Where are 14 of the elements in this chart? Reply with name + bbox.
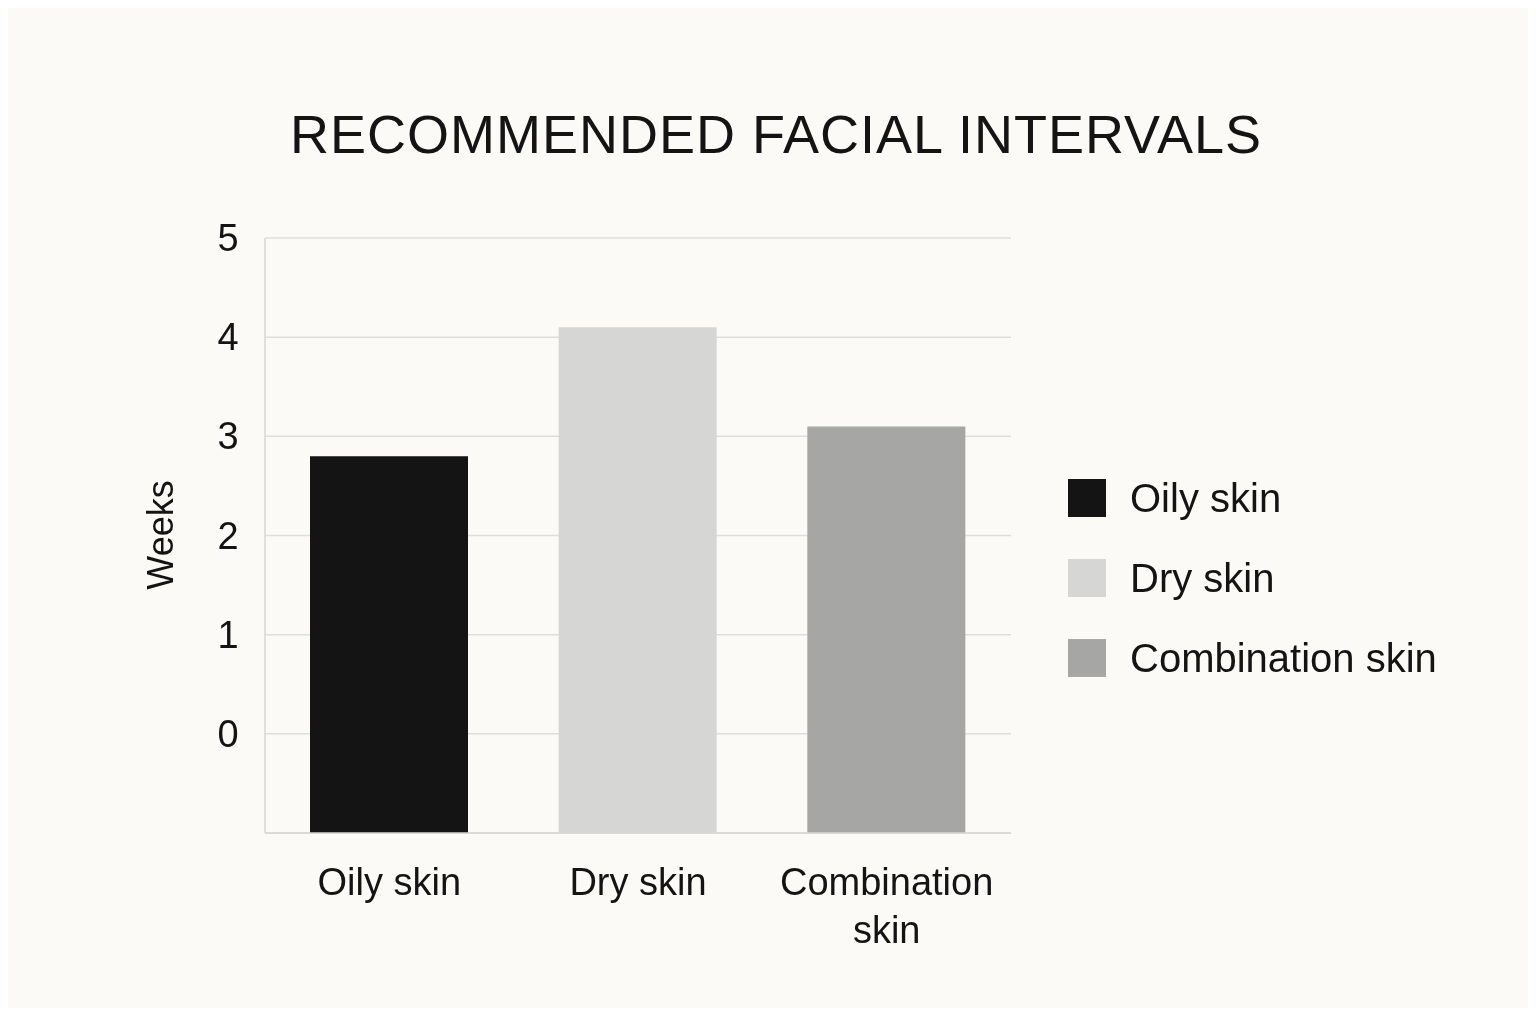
chart-title: RECOMMENDED FACIAL INTERVALS xyxy=(288,103,1264,165)
legend-label: Dry skin xyxy=(1130,556,1275,600)
x-tick-label: Dry skin xyxy=(569,861,707,903)
y-tick-label: 1 xyxy=(217,613,239,656)
legend-label: Combination skin xyxy=(1130,636,1437,680)
y-tick-label: 3 xyxy=(217,415,239,458)
x-tick-label: Combination skin xyxy=(779,861,994,951)
y-tick-label: 0 xyxy=(217,712,239,755)
legend-label: Oily skin xyxy=(1130,476,1282,520)
x-tick-label: Oily skin xyxy=(317,861,462,903)
y-axis-title: Weeks xyxy=(140,480,182,590)
y-tick-label: 4 xyxy=(217,316,239,359)
y-tick-label: 5 xyxy=(217,217,239,259)
y-tick-label: 2 xyxy=(217,514,239,557)
